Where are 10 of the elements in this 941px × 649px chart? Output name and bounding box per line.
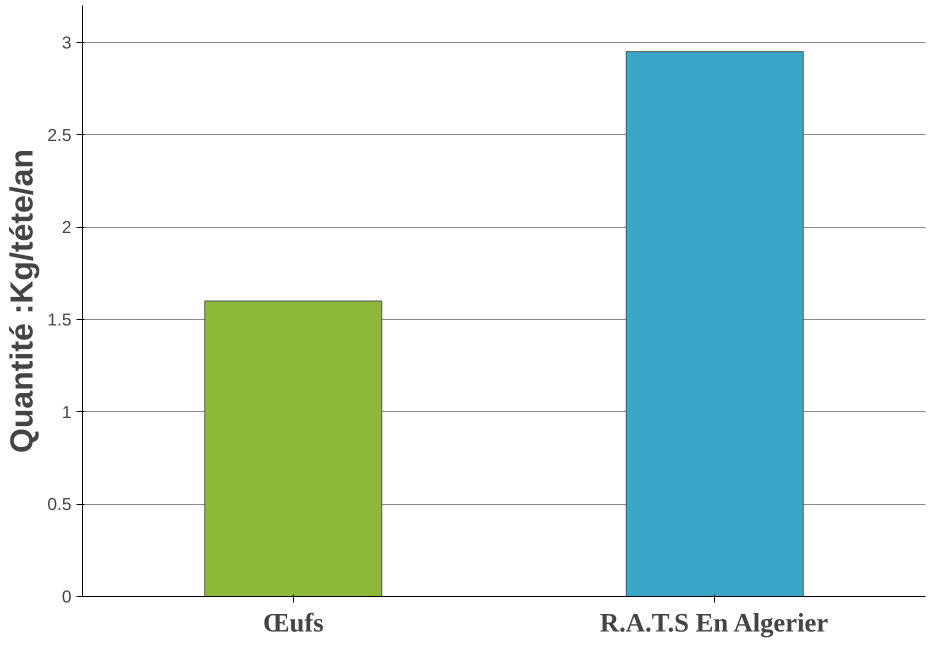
y-tick-label: 0 [62, 586, 72, 606]
y-tick-label: 3 [62, 32, 72, 52]
y-tick-label: 0.5 [47, 494, 72, 514]
y-tick-label: 2 [62, 217, 72, 238]
x-tick-label: Œufs [262, 608, 324, 638]
y-tick-label: 2.5 [47, 124, 72, 145]
y-tick-label: 1.5 [47, 309, 72, 330]
y-axis-title: Quantité :Kg/téte/an [3, 148, 40, 454]
x-tick-label: R.A.T.S En Algerier [600, 608, 828, 638]
y-tick-label: 1 [62, 402, 72, 422]
